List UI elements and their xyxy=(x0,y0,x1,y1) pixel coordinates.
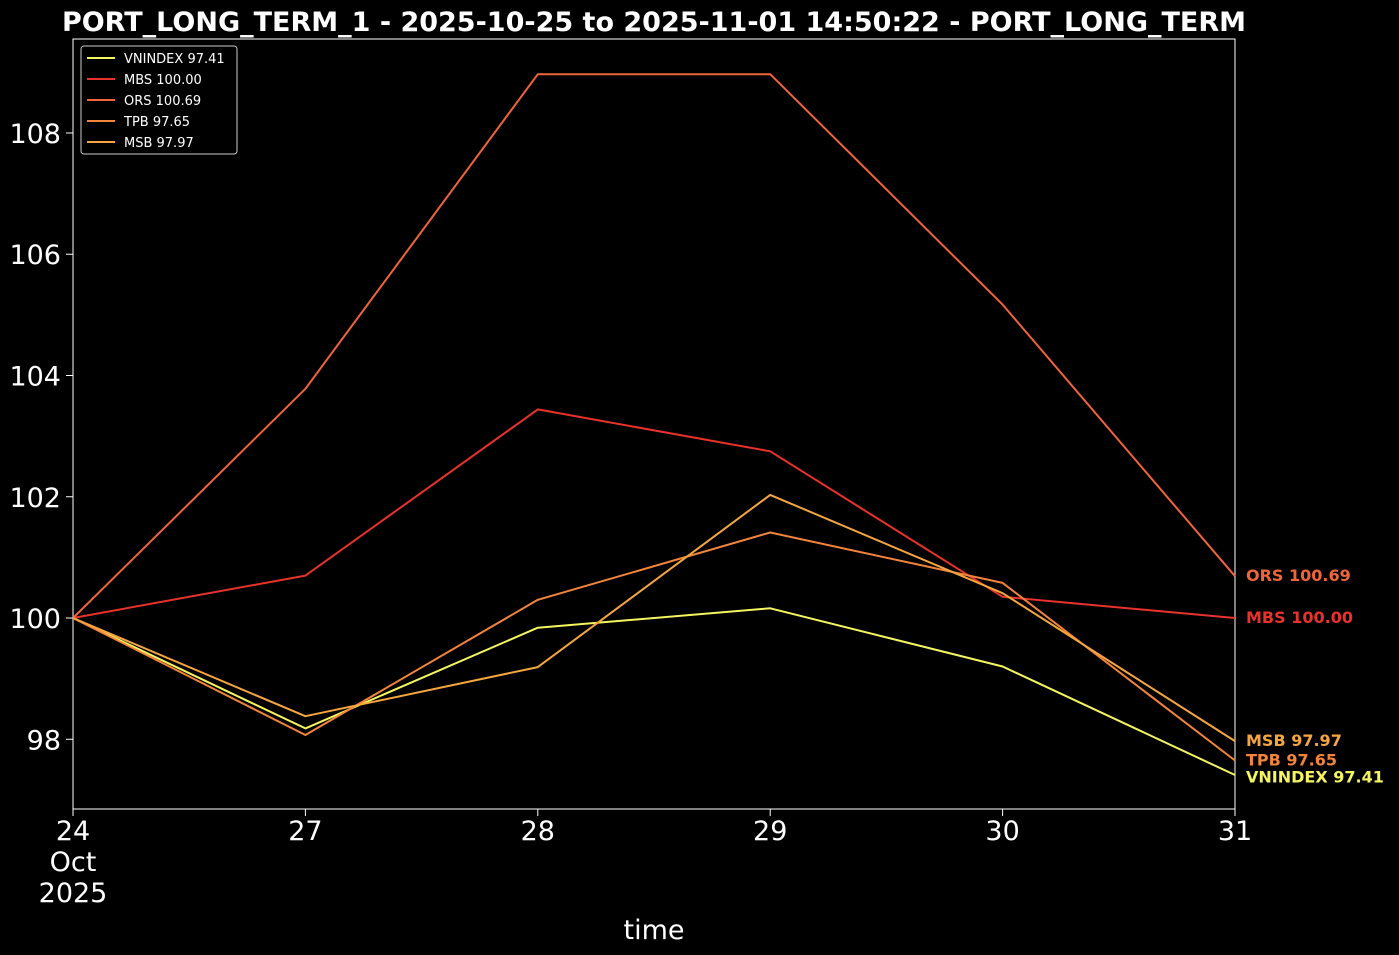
series-line-vnindex xyxy=(72,607,1236,776)
end-label-ors: ORS 100.69 xyxy=(1246,566,1351,585)
x-tick-label: 24 xyxy=(56,816,90,847)
series-line-msb xyxy=(72,493,1236,742)
y-tick-label: 106 xyxy=(9,240,61,271)
legend-entry: MBS 100.00 xyxy=(124,73,202,88)
y-tick-label: 108 xyxy=(9,119,61,150)
y-tick-label: 100 xyxy=(9,604,61,635)
x-tick-label: Oct xyxy=(50,847,97,878)
legend-entry: VNINDEX 97.41 xyxy=(124,52,225,67)
series-line-mbs xyxy=(72,408,1236,619)
series-lines xyxy=(72,73,1236,776)
legend-entry: TPB 97.65 xyxy=(123,115,190,130)
x-tick-label: 28 xyxy=(521,816,555,847)
x-tick-label: 29 xyxy=(753,816,787,847)
end-label-tpb: TPB 97.65 xyxy=(1246,751,1337,770)
legend-entry: ORS 100.69 xyxy=(124,94,201,109)
chart-title: PORT_LONG_TERM_1 - 2025-10-25 to 2025-11… xyxy=(62,7,1246,38)
x-tick-label: 31 xyxy=(1218,816,1252,847)
x-axis-label: time xyxy=(623,915,684,946)
legend-entry: MSB 97.97 xyxy=(124,136,194,151)
y-tick-label: 98 xyxy=(27,725,61,756)
y-tick-label: 102 xyxy=(9,483,61,514)
end-label-msb: MSB 97.97 xyxy=(1246,731,1342,750)
y-axis: 98 100 102 104 106 108 xyxy=(9,119,73,756)
series-line-tpb xyxy=(72,531,1236,762)
legend-box xyxy=(80,45,238,155)
plot-area-frame xyxy=(72,38,1236,810)
legend: VNINDEX 97.41 MBS 100.00 ORS 100.69 TPB 97.… xyxy=(80,45,238,155)
y-tick-label: 104 xyxy=(9,361,61,392)
x-tick-label: 27 xyxy=(288,816,322,847)
x-tick-label: 2025 xyxy=(39,878,108,909)
series-line-ors xyxy=(72,73,1236,619)
end-label-mbs: MBS 100.00 xyxy=(1246,608,1353,627)
end-label-vnindex: VNINDEX 97.41 xyxy=(1246,768,1384,787)
x-tick-label: 30 xyxy=(985,816,1019,847)
